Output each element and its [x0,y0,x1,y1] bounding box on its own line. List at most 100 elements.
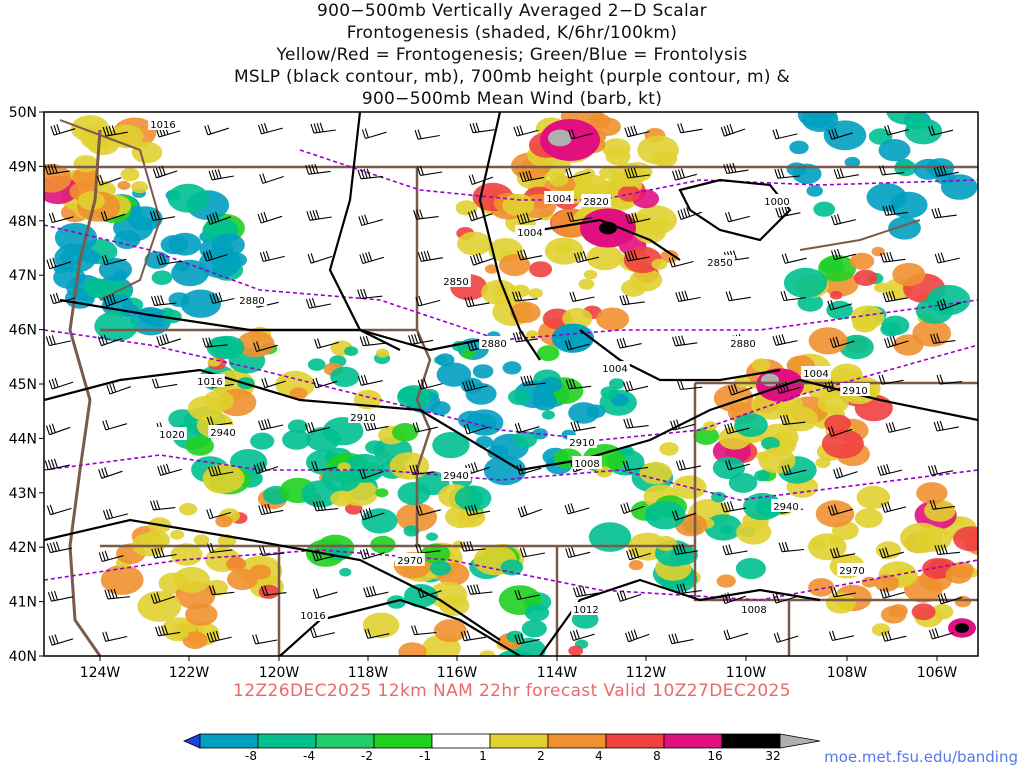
wind-barb [884,125,910,136]
wind-barb [50,124,76,136]
wind-barb [512,291,538,302]
wind-barb [833,467,858,479]
wind-barb [204,124,229,136]
svg-text:1016: 1016 [197,377,222,388]
wind-barb [258,503,284,516]
wind-barb [261,377,286,389]
wind-barb [106,382,131,395]
colorbar-segment [547,733,607,749]
wind-barb [417,587,442,599]
wind-barb [934,544,960,556]
wind-barb [772,592,798,604]
700mb-height-contours [44,149,978,601]
svg-text:1004: 1004 [602,364,627,375]
mean-wind-barbs [44,122,963,646]
wind-barb [877,464,903,476]
height-label: 2940 [441,468,471,482]
wind-barb [570,420,596,432]
wind-barb [314,338,339,349]
wind-barb [311,550,337,562]
mslp-label: 1004 [600,361,630,375]
wind-barb [878,374,904,385]
mslp-label: 1004 [515,225,545,239]
wind-barb [675,290,701,302]
state-borders [44,119,978,656]
wind-barb [625,212,651,225]
colorbar-segment [489,733,549,749]
wind-barb [312,500,339,512]
height-label: 2880 [237,293,267,307]
wind-barb [828,128,854,140]
wind-barb [45,423,71,436]
lat-label: 46N [9,323,37,339]
wind-barb [208,585,235,596]
wind-barb [103,293,128,307]
height-label: 2940 [208,425,238,439]
svg-text:2970: 2970 [397,556,422,567]
wind-barb [936,374,962,385]
wind-barb [104,588,130,600]
wind-barb [469,253,495,266]
height-label: 2940 [771,499,801,513]
wind-barb [936,298,962,311]
wind-barb [933,420,959,432]
wind-barb [416,165,443,176]
colorbar-segment [315,733,375,749]
wind-barb [565,546,591,559]
wind-barb [725,459,751,471]
wind-barb [573,251,599,263]
wind-barb [775,381,801,394]
wind-barb [410,625,437,636]
colorbar-label: 2 [537,749,545,763]
mslp-label: 1000 [762,194,792,208]
lat-label: 43N [9,486,37,502]
wind-barb [616,337,642,349]
wind-barb [619,294,645,306]
wind-barb [464,504,491,516]
wind-barb [156,333,181,347]
wind-barb [668,633,694,645]
wind-barb [48,634,74,646]
lon-label: 116W [437,665,478,681]
wind-barb [885,421,911,433]
wind-barb [827,504,853,516]
height-label: 2910 [567,435,597,449]
colorbar-segment [663,733,723,749]
wind-barb [208,169,234,181]
wind-barb [44,163,70,175]
lat-label: 48N [9,214,37,230]
wind-barb [624,250,650,262]
mslp-label: 1020 [157,427,187,441]
svg-text:2880: 2880 [239,296,264,307]
wind-barb [520,375,546,387]
mslp-label: 1004 [801,366,831,380]
height-label: 2970 [395,553,425,567]
wind-barb [462,379,488,392]
wind-barb [413,209,439,220]
wind-barb [157,463,182,476]
wind-barb [460,630,487,642]
wind-barb [828,630,855,642]
wind-barb [357,168,383,180]
svg-text:1000: 1000 [764,197,789,208]
svg-text:2910: 2910 [569,438,594,449]
wind-barb [928,628,954,640]
wind-barb [779,414,806,426]
colorbar-label: 32 [765,749,780,763]
colorbar-label: -8 [245,749,257,763]
wind-barb [512,331,539,343]
wind-barb [881,501,907,513]
height-label: 2820 [581,194,611,208]
mslp-label: 1008 [739,602,769,616]
title-line-2: Frontogenesis (shaded, K/6hr/100km) [346,23,678,43]
wind-barb [257,211,283,224]
colorbar-segment [431,733,491,749]
svg-text:2850: 2850 [443,277,468,288]
wind-barb [311,461,337,472]
wind-barb [357,288,383,300]
wind-barb [676,583,702,594]
wind-barb [931,207,957,219]
credit-url[interactable]: moe.met.fsu.edu/banding [824,748,1018,766]
height-label: 2970 [837,563,867,577]
wind-barb [928,125,954,136]
